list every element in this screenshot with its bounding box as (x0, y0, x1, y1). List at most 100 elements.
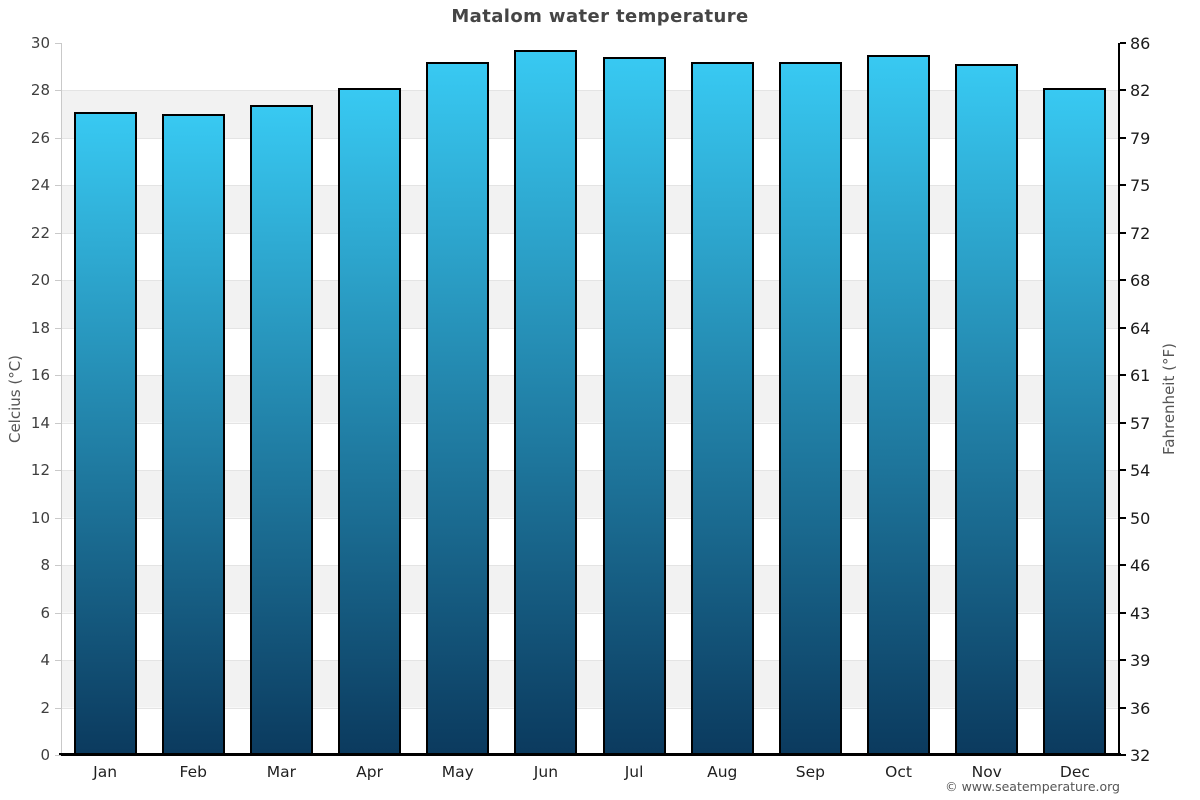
gridline (61, 470, 1119, 472)
temperature-bar-feb (161, 114, 225, 755)
celsius-tick-mark (55, 660, 61, 662)
gridline (61, 517, 1119, 519)
fahrenheit-tick-label: 68 (1130, 271, 1151, 291)
celsius-tick-label: 22 (30, 223, 50, 242)
month-label-jun: Jun (533, 763, 559, 781)
fahrenheit-tick-mark (1120, 279, 1126, 282)
fahrenheit-tick-label: 36 (1130, 698, 1151, 718)
fahrenheit-tick-label: 43 (1130, 603, 1151, 623)
x-axis-line (59, 753, 1121, 756)
celsius-tick-mark (55, 232, 61, 234)
fahrenheit-tick-label: 39 (1130, 651, 1151, 671)
gridline (61, 185, 1119, 187)
celsius-tick-mark (55, 185, 61, 187)
temperature-bar-sep (778, 61, 842, 755)
gridline (61, 612, 1119, 614)
month-label-nov: Nov (971, 763, 1002, 781)
temperature-bar-may (426, 61, 490, 755)
fahrenheit-tick-label: 82 (1130, 81, 1151, 101)
celsius-tick-label: 28 (30, 81, 50, 100)
fahrenheit-tick-mark (1120, 659, 1126, 662)
month-label-sep: Sep (795, 763, 826, 781)
fahrenheit-tick-label: 32 (1130, 746, 1151, 765)
celsius-tick-label: 2 (40, 698, 50, 717)
fahrenheit-tick-label: 57 (1130, 413, 1151, 433)
fahrenheit-tick-label: 72 (1130, 223, 1151, 243)
fahrenheit-tick-mark (1120, 421, 1126, 424)
month-label-jan: Jan (93, 763, 118, 781)
celsius-tick-mark (55, 517, 61, 519)
fahrenheit-tick-mark (1120, 326, 1126, 329)
gridline (61, 565, 1119, 567)
celsius-tick-label: 0 (40, 746, 50, 764)
copyright-footer: © www.seatemperature.org (945, 779, 1120, 794)
fahrenheit-tick-label: 46 (1130, 556, 1151, 576)
fahrenheit-axis-line (1118, 43, 1120, 755)
fahrenheit-tick-mark (1120, 706, 1126, 709)
celsius-axis-line (61, 43, 62, 755)
plot-area (61, 43, 1119, 755)
temperature-bar-dec (1043, 88, 1107, 755)
fahrenheit-tick-label: 75 (1130, 176, 1151, 196)
gridline (61, 422, 1119, 424)
celsius-tick-label: 26 (30, 128, 50, 147)
month-label-dec: Dec (1059, 763, 1090, 781)
celsius-tick-label: 30 (30, 34, 50, 52)
fahrenheit-tick-mark (1120, 611, 1126, 614)
celsius-tick-mark (55, 327, 61, 329)
month-label-apr: Apr (356, 763, 383, 781)
temperature-bar-oct (867, 54, 931, 755)
month-label-aug: Aug (707, 763, 738, 781)
fahrenheit-tick-label: 86 (1130, 34, 1151, 53)
temperature-bar-jul (602, 57, 666, 755)
celsius-axis-title: Celcius (°C) (6, 354, 24, 444)
gridline (61, 660, 1119, 662)
celsius-tick-mark (55, 470, 61, 472)
celsius-tick-mark (55, 375, 61, 377)
fahrenheit-tick-mark (1120, 136, 1126, 139)
gridline (61, 90, 1119, 92)
fahrenheit-tick-mark (1120, 231, 1126, 234)
gridline (61, 707, 1119, 709)
gridline (61, 137, 1119, 139)
gridline (61, 232, 1119, 234)
temperature-bar-aug (690, 61, 754, 755)
month-label-oct: Oct (885, 763, 912, 781)
fahrenheit-tick-label: 61 (1130, 366, 1151, 386)
celsius-tick-mark (55, 280, 61, 282)
celsius-tick-label: 12 (30, 461, 50, 480)
fahrenheit-tick-mark (1120, 184, 1126, 187)
celsius-tick-mark (55, 612, 61, 614)
temperature-bar-jan (73, 111, 137, 755)
celsius-tick-label: 6 (40, 603, 50, 622)
celsius-tick-mark (55, 755, 61, 756)
month-label-jul: Jul (624, 763, 644, 781)
fahrenheit-tick-mark (1120, 42, 1126, 44)
month-label-mar: Mar (266, 763, 297, 781)
chart-title: Matalom water temperature (451, 6, 749, 27)
fahrenheit-tick-mark (1120, 374, 1126, 377)
fahrenheit-tick-mark (1120, 469, 1126, 472)
celsius-tick-label: 10 (30, 508, 50, 527)
celsius-tick-mark (55, 422, 61, 424)
celsius-tick-mark (55, 43, 61, 44)
fahrenheit-tick-mark (1120, 754, 1126, 756)
fahrenheit-axis-title: Fahrenheit (°F) (1160, 343, 1178, 455)
temperature-bar-apr (338, 88, 402, 755)
fahrenheit-tick-label: 64 (1130, 318, 1151, 338)
fahrenheit-tick-label: 54 (1130, 461, 1151, 481)
celsius-tick-mark (55, 90, 61, 92)
celsius-tick-label: 20 (30, 271, 50, 290)
celsius-tick-mark (55, 137, 61, 139)
gridline (61, 375, 1119, 377)
celsius-tick-mark (55, 565, 61, 567)
temperature-bar-mar (249, 104, 313, 755)
gridline (61, 280, 1119, 282)
fahrenheit-tick-label: 50 (1130, 508, 1151, 528)
celsius-tick-label: 4 (40, 651, 50, 670)
celsius-tick-mark (55, 707, 61, 709)
celsius-tick-label: 14 (30, 413, 50, 432)
month-label-feb: Feb (179, 763, 207, 781)
celsius-tick-label: 16 (30, 366, 50, 385)
